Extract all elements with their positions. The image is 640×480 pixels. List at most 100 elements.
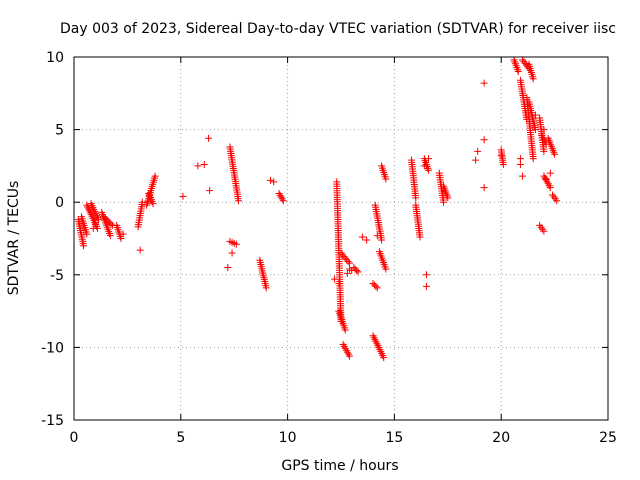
data-point xyxy=(440,198,448,206)
data-point xyxy=(370,281,378,289)
data-point xyxy=(224,264,232,272)
data-point xyxy=(372,282,380,290)
data-point xyxy=(480,79,488,87)
y-tick-label: -5 xyxy=(50,268,64,284)
x-tick-label: 15 xyxy=(385,430,403,446)
grid-lines xyxy=(74,57,608,420)
y-tick-label: 0 xyxy=(55,195,64,211)
data-point xyxy=(149,200,157,208)
data-point xyxy=(422,282,430,290)
data-point xyxy=(117,235,125,242)
data-point xyxy=(514,68,522,76)
data-point xyxy=(344,257,352,265)
data-point xyxy=(358,233,366,241)
data-point xyxy=(200,160,208,168)
y-tick-label: 5 xyxy=(55,123,64,139)
data-point xyxy=(369,280,377,288)
data-point xyxy=(103,216,111,224)
data-point xyxy=(497,152,505,160)
data-point xyxy=(540,227,548,235)
y-axis-label: SDTVAR / TECUs xyxy=(6,181,22,296)
data-point xyxy=(91,220,99,228)
data-point xyxy=(100,213,108,221)
data-point xyxy=(267,176,275,184)
data-point xyxy=(551,150,559,158)
data-point xyxy=(343,256,351,264)
data-point xyxy=(540,147,548,155)
data-point xyxy=(262,284,270,292)
y-tick-label: -10 xyxy=(41,340,64,356)
y-tick-label: -15 xyxy=(41,413,64,429)
data-point xyxy=(119,230,127,238)
data-point xyxy=(232,240,240,248)
data-point xyxy=(337,249,345,257)
data-point xyxy=(206,187,214,195)
x-tick-label: 10 xyxy=(279,430,297,446)
x-tick-label: 5 xyxy=(176,430,185,446)
data-point xyxy=(425,166,433,174)
data-point xyxy=(276,191,284,199)
data-point xyxy=(106,232,114,240)
data-point xyxy=(83,230,91,238)
data-point xyxy=(531,111,539,119)
data-point xyxy=(179,192,187,200)
data-point xyxy=(474,147,482,155)
x-tick-label: 25 xyxy=(599,430,617,446)
data-point xyxy=(382,265,390,273)
data-point xyxy=(89,224,97,232)
data-point xyxy=(420,162,428,170)
data-point xyxy=(101,214,109,222)
data-point xyxy=(354,268,362,276)
data-point xyxy=(422,271,430,279)
data-point xyxy=(480,184,488,192)
data-point xyxy=(373,232,381,240)
data-point xyxy=(380,354,388,362)
data-point xyxy=(348,266,356,274)
data-point xyxy=(472,156,480,164)
data-point xyxy=(279,197,287,205)
data-point xyxy=(546,184,554,192)
data-point xyxy=(151,172,159,180)
data-point xyxy=(553,197,561,205)
data-point xyxy=(340,252,348,260)
data-point xyxy=(104,217,112,225)
x-tick-label: 20 xyxy=(492,430,510,446)
plot-border xyxy=(73,56,609,421)
data-point xyxy=(363,236,371,244)
data-point xyxy=(331,275,339,283)
data-point xyxy=(194,162,202,170)
data-point xyxy=(382,175,390,183)
data-point xyxy=(373,284,381,292)
data-point xyxy=(346,352,354,360)
data-point xyxy=(341,254,349,262)
data-point xyxy=(228,249,236,257)
data-point xyxy=(516,155,524,163)
data-point xyxy=(335,280,343,288)
data-point xyxy=(136,246,144,254)
data-point xyxy=(480,136,488,144)
data-point xyxy=(278,195,286,203)
data-point xyxy=(95,216,103,224)
data-point xyxy=(338,251,346,259)
x-tick-label: 0 xyxy=(70,430,79,446)
data-point xyxy=(277,193,285,201)
data-points xyxy=(74,56,561,362)
data-point xyxy=(106,219,114,227)
data-point xyxy=(425,155,433,163)
data-point xyxy=(80,242,88,250)
y-tick-label: 10 xyxy=(46,50,64,66)
data-point xyxy=(542,175,550,183)
axis-ticks: 0 5 10 15 20 25 -15 -10 -5 0 5 10 xyxy=(41,50,617,446)
data-point xyxy=(275,189,283,197)
data-point xyxy=(107,220,115,228)
data-point xyxy=(529,155,537,163)
chart-title: Day 003 of 2023, Sidereal Day-to-day VTE… xyxy=(60,21,616,37)
data-point xyxy=(416,233,424,241)
data-point xyxy=(529,75,537,83)
data-point xyxy=(540,126,548,134)
data-point xyxy=(270,178,278,186)
data-point xyxy=(546,169,554,177)
data-point xyxy=(444,194,452,202)
